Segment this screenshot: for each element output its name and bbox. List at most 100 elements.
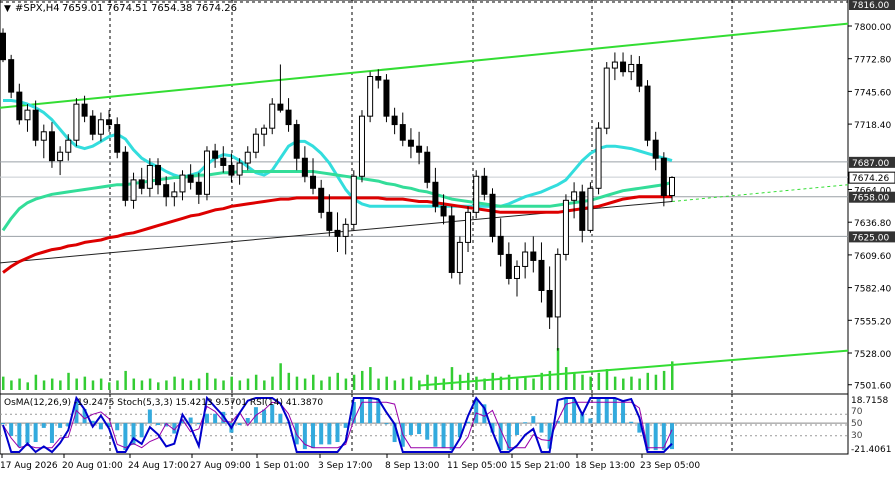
volume-bar	[91, 380, 95, 390]
candle-bull	[244, 151, 251, 164]
moving-average-line	[2, 195, 672, 274]
osma-bar	[474, 398, 479, 424]
volume-bar	[165, 380, 168, 390]
candle-bear	[399, 124, 406, 141]
candle-bull	[595, 127, 602, 189]
volume-bar	[581, 374, 584, 390]
volume-bar	[638, 378, 641, 390]
osma-bar	[408, 423, 413, 435]
osma-bar	[482, 404, 487, 424]
candle-bear	[407, 139, 414, 147]
candle-bear	[163, 184, 170, 198]
osma-bar	[523, 422, 528, 424]
candle-bear	[155, 164, 162, 186]
candle-bear	[391, 115, 398, 126]
osma-bar	[351, 401, 356, 424]
candle-bear	[652, 139, 659, 159]
osma-bar	[107, 423, 112, 427]
candle-bull	[571, 191, 578, 201]
osma-bar	[506, 423, 511, 451]
time-label: 17 Aug 2026	[0, 461, 58, 471]
osma-bar	[531, 416, 536, 424]
price-level-label: 7687.00	[852, 159, 889, 169]
volume-bars	[2, 348, 674, 390]
price-tick-label: 7664.00	[854, 187, 891, 197]
volume-bar	[148, 378, 152, 390]
volume-bar	[344, 378, 348, 390]
candle-bull	[611, 61, 618, 69]
candle-bull	[342, 223, 349, 237]
candle-bear	[293, 124, 300, 159]
osma-bar	[457, 423, 462, 438]
volume-bar	[189, 380, 193, 390]
osma-bar	[392, 423, 397, 443]
candle-bear	[530, 251, 537, 261]
osma-bar	[123, 423, 128, 451]
osma-bar	[604, 398, 609, 424]
candle-bull	[269, 103, 276, 129]
osma-bar	[376, 398, 381, 424]
candle-bull	[554, 253, 561, 318]
osma-bar	[621, 401, 626, 424]
osma-bar	[66, 423, 71, 427]
candle-bear	[228, 164, 235, 176]
candle-bear	[383, 79, 390, 117]
volume-bar	[524, 376, 527, 390]
price-tick-label: 7609.60	[854, 252, 891, 262]
candle-bull	[261, 127, 268, 135]
volume-bar	[26, 382, 29, 390]
price-axis: 7800.00 7772.80 7745.60 7718.40 7664.00 7636.…	[848, 0, 895, 392]
collapse-arrow-icon[interactable]: ▼	[4, 4, 11, 14]
volume-bar	[564, 367, 568, 390]
candle-bull	[562, 199, 569, 255]
candle-bull	[358, 115, 365, 177]
osma-bar	[9, 423, 14, 436]
volume-bar	[369, 367, 372, 390]
candle-bull	[522, 251, 529, 267]
osma-bar	[572, 398, 577, 424]
volume-bar	[401, 378, 405, 390]
osma-bar	[433, 423, 438, 447]
price-tick-label: 7772.80	[854, 56, 891, 66]
time-label: 20 Aug 01:00	[62, 461, 123, 471]
stochastic-line	[2, 395, 673, 454]
candle-bull	[465, 211, 472, 243]
volume-bar	[263, 380, 266, 390]
candle-bear	[16, 91, 23, 121]
candle-bear	[334, 229, 341, 237]
candle-bear	[187, 174, 194, 183]
rsi-line	[2, 401, 673, 449]
candle-bear	[212, 150, 219, 159]
osma-bar	[384, 423, 389, 425]
volume-bar	[385, 376, 388, 390]
osma-bar	[466, 421, 471, 424]
candle-bear	[375, 75, 382, 81]
volume-bar	[116, 380, 119, 390]
volume-bar	[483, 378, 486, 390]
ohlc-values: 7659.01 7674.51 7654.38 7674.26	[62, 3, 237, 14]
indicator-series	[0, 395, 848, 454]
candle-bear	[440, 205, 447, 217]
volume-bar	[295, 376, 299, 390]
volume-bar	[556, 348, 560, 390]
candle-bull	[587, 187, 594, 231]
volume-bar	[59, 380, 62, 390]
volume-bar	[10, 380, 13, 390]
osma-bar	[588, 418, 593, 424]
osma-bar	[539, 423, 544, 433]
osma-bar	[180, 419, 185, 424]
current-price-label-bg	[848, 171, 895, 184]
volume-bar	[499, 376, 503, 390]
osma-bar	[670, 423, 674, 450]
top-price-label: 7816.00	[852, 1, 889, 11]
candle-bull	[513, 265, 520, 279]
candle-bear	[89, 115, 96, 135]
candle-bear	[660, 157, 667, 197]
volume-bar	[475, 376, 478, 390]
volume-bar	[99, 378, 103, 390]
osma-bar	[196, 423, 201, 425]
symbol-label: #SPX,H4	[15, 3, 60, 14]
candle-bull	[130, 179, 137, 201]
